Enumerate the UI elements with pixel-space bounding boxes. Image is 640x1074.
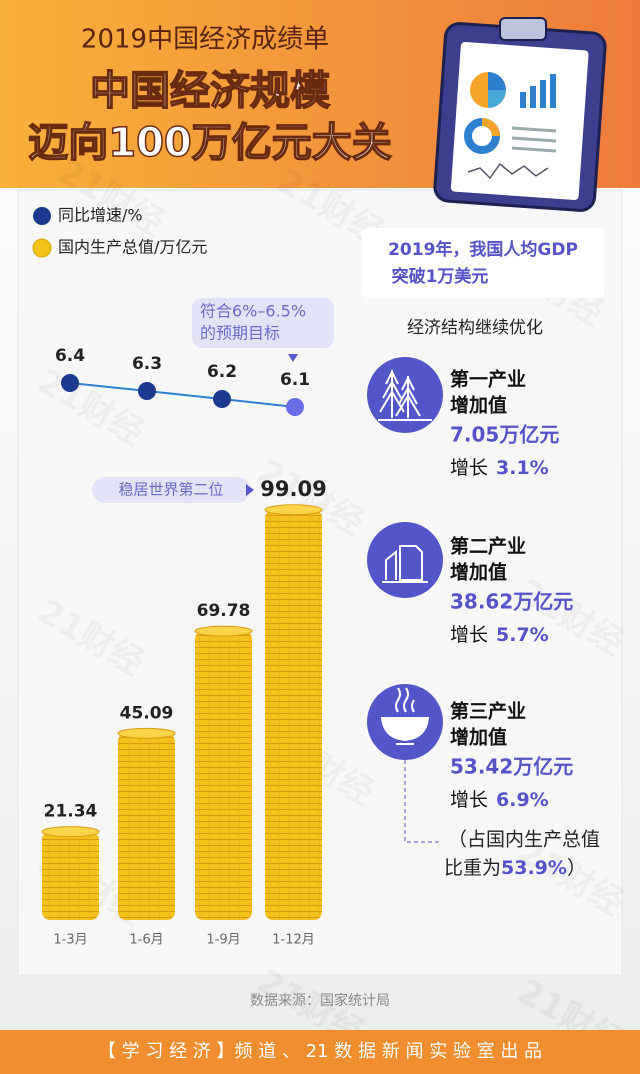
clipboard-illustration [433,17,607,212]
line-point [138,382,156,400]
bar [118,733,175,920]
bar-cap [41,826,100,838]
growth-value: 3.1% [496,457,549,479]
growth-label: 增长 [450,789,488,811]
share-note: 比重为 [444,857,501,879]
share-note: 比重为53.9%） [444,857,586,879]
annotation-box [192,298,334,348]
bar [265,509,322,920]
industry-label: 增加值 [450,726,507,749]
value-label: 6.3 [132,354,162,374]
growth-value: 5.7% [496,624,549,646]
credit: 【 学 习 经 济 】频 道 、 21 数 据 新 闻 实 验 室 出 品 [98,1041,542,1062]
value-label: 99.09 [260,477,326,501]
industry-name: 第三产业 [450,700,526,723]
value-label: 6.2 [207,362,237,382]
x-tick-label: 1-12月 [272,933,315,948]
annotation-box [92,477,250,503]
growth-label: 增长 [450,624,488,646]
legend-label: 国内生产总值/万亿元 [58,238,207,257]
gdp-note-box [362,228,604,298]
bar-cap [117,727,176,739]
growth-label: 增长 [450,457,488,479]
x-tick-label: 1-9月 [206,933,240,948]
industry-growth: 增长 6.9% [450,789,549,811]
line [69,382,296,408]
title: 迈向100万亿元大关 [28,120,392,166]
value-label: 21.34 [44,802,98,822]
gdp-note: 突破1万美元 [392,266,489,287]
line-point [286,398,304,416]
line-point [61,374,79,392]
legend-swatch [33,207,51,225]
value-label: 45.09 [120,703,174,723]
kicker: 2019中国经济成绩单 [81,25,329,55]
source: 数据来源：国家统计局 [250,992,390,1009]
title: 中国经济规模 [90,68,330,114]
legend-swatch [32,238,52,258]
line-point [213,390,231,408]
annotation-pointer [246,484,254,496]
footer-band [0,1030,640,1074]
share-value: 53.9% [501,857,567,879]
bar [42,831,99,920]
bar-cap [264,504,323,516]
share-note: （占国内生产总值 [448,829,600,851]
x-tick-label: 1-6月 [129,933,163,948]
industry-growth: 增长 5.7% [450,624,549,646]
industry-label: 增加值 [450,561,507,584]
x-tick-label: 1-3月 [53,933,87,948]
side-subtitle: 经济结构继续优化 [407,318,543,338]
bar-cap [194,625,253,637]
value-label: 69.78 [197,601,251,621]
industry-value: 38.62万亿元 [450,590,573,614]
industry-name: 第二产业 [450,535,526,558]
share-note: ） [567,857,586,879]
industry-name: 第一产业 [450,368,526,391]
industry-icons [367,357,443,843]
annotation: 稳居世界第二位 [118,481,223,499]
value-label: 6.4 [55,346,85,366]
value-label: 6.1 [280,370,310,390]
bar [195,631,252,920]
industry-value: 7.05万亿元 [450,423,559,447]
industry-growth: 增长 3.1% [450,457,549,479]
growth-value: 6.9% [496,789,549,811]
legend-label: 同比增速/% [58,206,143,225]
annotation: 的预期目标 [200,324,280,343]
annotation-pointer [288,354,298,362]
annotation: 符合6%–6.5% [200,302,306,321]
gdp-note: 2019年，我国人均GDP [388,239,578,260]
industry-label: 增加值 [450,394,507,417]
industry-value: 53.42万亿元 [450,755,573,779]
